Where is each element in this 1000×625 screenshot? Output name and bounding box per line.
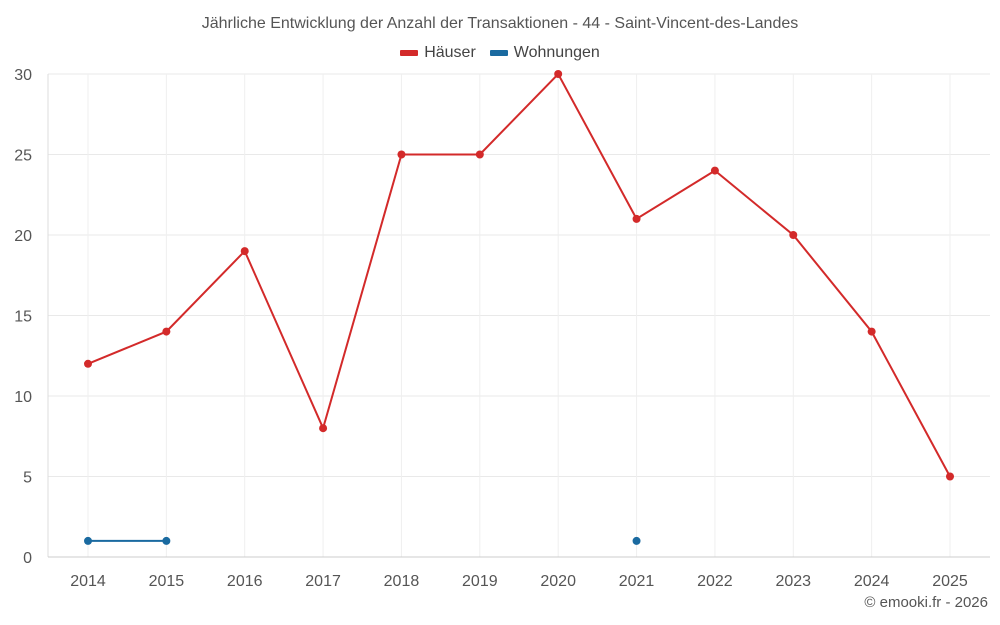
y-tick-label-10: 10 [14, 389, 32, 406]
x-tick-label-2020: 2020 [540, 573, 576, 590]
y-tick-label-5: 5 [23, 470, 32, 487]
x-tick-label-2021: 2021 [619, 573, 655, 590]
legend-label-haeuser: Häuser [424, 44, 476, 61]
legend-item-wohnungen[interactable]: Wohnungen [489, 44, 600, 62]
y-tick-label-30: 30 [14, 67, 32, 84]
data-point-haeuser-2021 [632, 214, 641, 223]
data-point-haeuser-2018 [397, 150, 406, 159]
data-point-wohnungen-2021 [632, 536, 641, 545]
series-line-haeuser-0 [87, 72, 951, 477]
legend-item-haeuser[interactable]: Häuser [400, 44, 476, 62]
x-tick-label-2024: 2024 [854, 573, 890, 590]
data-point-haeuser-2015 [162, 327, 171, 336]
data-point-haeuser-2025 [946, 472, 954, 481]
y-tick-label-20: 20 [14, 228, 32, 245]
x-tick-label-2023: 2023 [775, 573, 811, 590]
data-point-haeuser-2016 [240, 247, 249, 256]
y-tick-label-0: 0 [23, 550, 32, 567]
data-point-haeuser-2019 [475, 150, 484, 159]
data-point-wohnungen-2015 [162, 536, 171, 545]
chart-title: Jährliche Entwicklung der Anzahl der Tra… [201, 15, 799, 32]
x-tick-label-2022: 2022 [697, 573, 733, 590]
data-point-haeuser-2023 [789, 231, 798, 239]
data-point-haeuser-2020 [554, 70, 563, 78]
x-tick-label-2025: 2025 [932, 573, 968, 590]
legend-swatch-wohnungen [489, 50, 508, 56]
legend: Häuser Wohnungen [0, 44, 1000, 62]
legend-label-wohnungen: Wohnungen [513, 44, 600, 61]
x-tick-label-2016: 2016 [227, 573, 263, 590]
data-point-wohnungen-2014 [84, 536, 92, 545]
x-tick-label-2014: 2014 [70, 573, 106, 590]
y-tick-label-15: 15 [14, 309, 32, 326]
data-point-haeuser-2014 [84, 359, 92, 368]
credit-text: © emooki.fr - 2026 [864, 594, 988, 611]
x-tick-label-2015: 2015 [149, 573, 185, 590]
y-tick-label-25: 25 [14, 148, 32, 165]
legend-swatch-haeuser [400, 50, 419, 56]
x-tick-label-2017: 2017 [305, 573, 341, 590]
x-tick-label-2018: 2018 [384, 573, 420, 590]
data-point-haeuser-2022 [710, 166, 719, 175]
data-point-haeuser-2024 [867, 327, 876, 336]
x-tick-label-2019: 2019 [462, 573, 498, 590]
data-point-haeuser-2017 [319, 424, 328, 433]
